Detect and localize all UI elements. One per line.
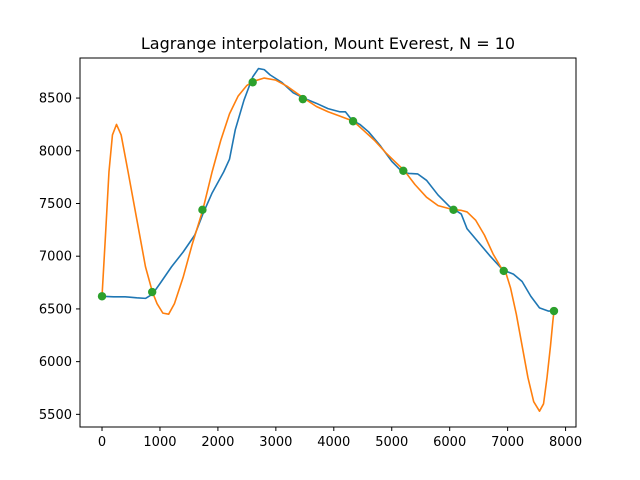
node-point <box>147 287 157 297</box>
y-tick-label: 7500 <box>39 197 72 212</box>
plot-area <box>101 67 555 412</box>
node-point <box>399 166 408 176</box>
chart-title: Lagrange interpolation, Mount Everest, N… <box>141 34 515 53</box>
x-tick-label: 7000 <box>491 435 524 450</box>
x-tick-label: 1000 <box>143 435 176 450</box>
axes-frame <box>79 57 577 428</box>
node-point <box>298 94 308 104</box>
x-tick-label: 8000 <box>549 435 582 450</box>
node-point <box>549 306 559 316</box>
x-axis: 0 1000 2000 3000 4000 5000 6000 7000 8000 <box>98 427 582 450</box>
interpolation-nodes <box>97 78 559 316</box>
x-tick-label: 5000 <box>375 435 408 450</box>
y-tick-label: 6000 <box>39 355 72 370</box>
node-point <box>198 205 207 215</box>
elevation-profile-line <box>101 67 554 312</box>
x-tick-label: 6000 <box>433 435 466 450</box>
x-tick-label: 0 <box>98 435 106 450</box>
node-point <box>449 205 458 215</box>
x-tick-label: 4000 <box>317 435 350 450</box>
y-tick-label: 8000 <box>39 144 72 159</box>
node-point <box>499 266 508 276</box>
node-point <box>348 117 358 126</box>
interpolation-line <box>101 77 555 412</box>
x-tick-label: 3000 <box>259 435 292 450</box>
y-tick-label: 8500 <box>39 92 72 107</box>
node-point <box>248 78 257 87</box>
y-tick-label: 5500 <box>39 408 72 423</box>
y-tick-label: 6500 <box>39 302 72 317</box>
x-tick-label: 2000 <box>201 435 234 450</box>
node-point <box>97 292 107 301</box>
y-axis: 5500 6000 6500 7000 7500 8000 8500 <box>39 92 80 423</box>
y-tick-label: 7000 <box>39 250 72 265</box>
